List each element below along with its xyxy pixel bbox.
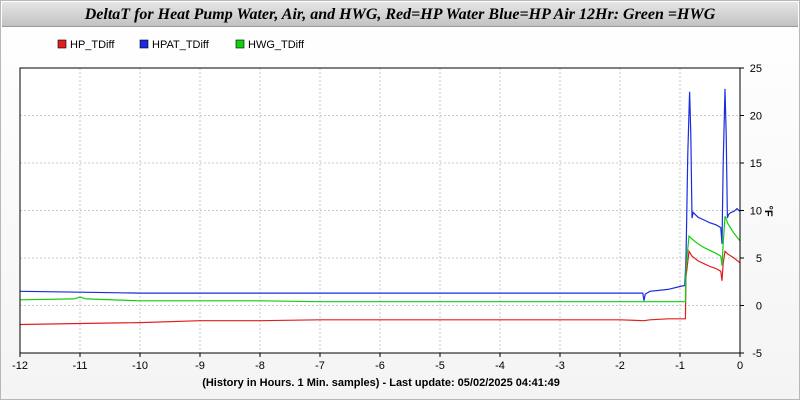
x-tick-label: -9: [195, 360, 205, 372]
y-tick-label: 25: [750, 63, 762, 75]
legend-swatch: [139, 39, 149, 49]
x-tick-label: -8: [255, 360, 265, 372]
x-tick-label: -11: [72, 360, 87, 372]
x-axis-label: (History in Hours. 1 Min. samples) - Las…: [202, 377, 560, 389]
legend-label: HP_TDiff: [70, 39, 115, 51]
x-tick-label: -10: [132, 360, 148, 372]
series-line-hwg-tdiff: [19, 215, 741, 303]
y-tick-label: 15: [750, 158, 762, 170]
legend-label: HPAT_TDiff: [152, 39, 210, 51]
legend: HP_TDiff HPAT_TDiff HWG_TDiff: [57, 39, 305, 51]
chart-title: DeltaT for Heat Pump Water, Air, and HWG…: [84, 6, 716, 23]
y-tick-label: 20: [750, 111, 762, 123]
y-tick-label: -5: [752, 348, 762, 360]
title-bar: DeltaT for Heat Pump Water, Air, and HWG…: [2, 2, 798, 27]
x-tick-label: -12: [12, 360, 28, 372]
y-tick-labels: 25 20 15 10 5 0 -5: [740, 63, 762, 360]
legend-label: HWG_TDiff: [248, 39, 305, 51]
series-layer: [19, 88, 741, 326]
x-tick-label: -6: [375, 360, 385, 372]
series-line-hp-tdiff: [19, 249, 741, 326]
x-tick-label: -1: [675, 360, 685, 372]
legend-swatch: [57, 39, 67, 49]
x-tick-label: -3: [555, 360, 565, 372]
y-tick-label: 10: [750, 206, 762, 218]
series-line-hpat-tdiff: [19, 88, 741, 301]
x-tick-label: -2: [615, 360, 625, 372]
x-tick-label: -5: [435, 360, 445, 372]
y-axis-label: °F: [762, 205, 774, 216]
x-tick-label: -4: [495, 360, 505, 372]
y-tick-label: 0: [756, 301, 762, 313]
x-tick-label: 0: [737, 360, 743, 372]
x-tick-label: -7: [315, 360, 325, 372]
x-tick-labels: -12 -11 -10 -9 -8 -7 -6 -5 -4 -3 -2 -1 0: [12, 353, 743, 372]
legend-swatch: [235, 39, 245, 49]
y-tick-label: 5: [756, 253, 762, 265]
